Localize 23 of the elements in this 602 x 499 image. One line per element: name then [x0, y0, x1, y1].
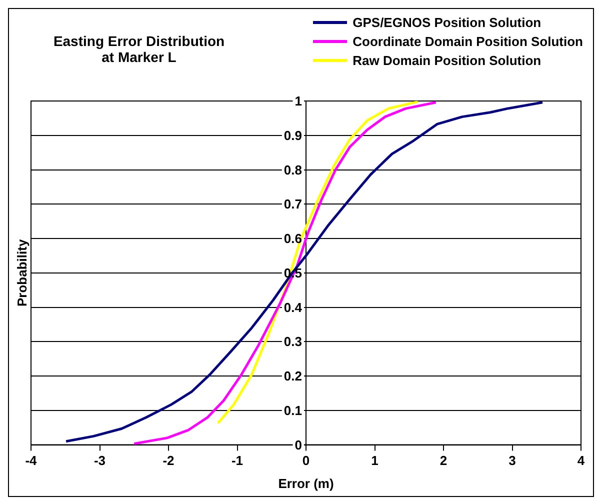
y-tick-label: 0.7: [284, 196, 302, 212]
y-tick-label: 0.2: [284, 368, 302, 384]
x-tick-label: -4: [25, 453, 38, 468]
y-tick-label: 0.8: [284, 162, 302, 178]
y-axis-title: Probability: [14, 238, 30, 306]
x-tick-label: -1: [231, 453, 244, 468]
y-tick-label: 0: [294, 437, 302, 452]
x-tick-label: 1: [371, 453, 378, 468]
y-tick-label: 0.4: [284, 300, 303, 315]
y-tick-label: 0.9: [284, 128, 302, 143]
legend-label: Coordinate Domain Position Solution: [352, 34, 583, 49]
x-tick-label: 3: [508, 453, 516, 468]
x-tick-label: -3: [94, 453, 106, 468]
x-tick-label: 2: [440, 453, 448, 468]
y-tick-label: 0.3: [284, 334, 302, 350]
legend-label: Raw Domain Position Solution: [352, 53, 542, 68]
y-tick-label: 0.1: [284, 403, 302, 418]
x-tick-label: 4: [577, 453, 586, 468]
y-tick-label: 1: [294, 94, 302, 109]
legend-label: GPS/EGNOS Position Solution: [352, 15, 542, 30]
x-tick-label: -2: [162, 453, 174, 468]
x-axis-title: Error (m): [278, 476, 334, 491]
chart-title: Easting Error Distribution at Marker L: [52, 32, 226, 65]
